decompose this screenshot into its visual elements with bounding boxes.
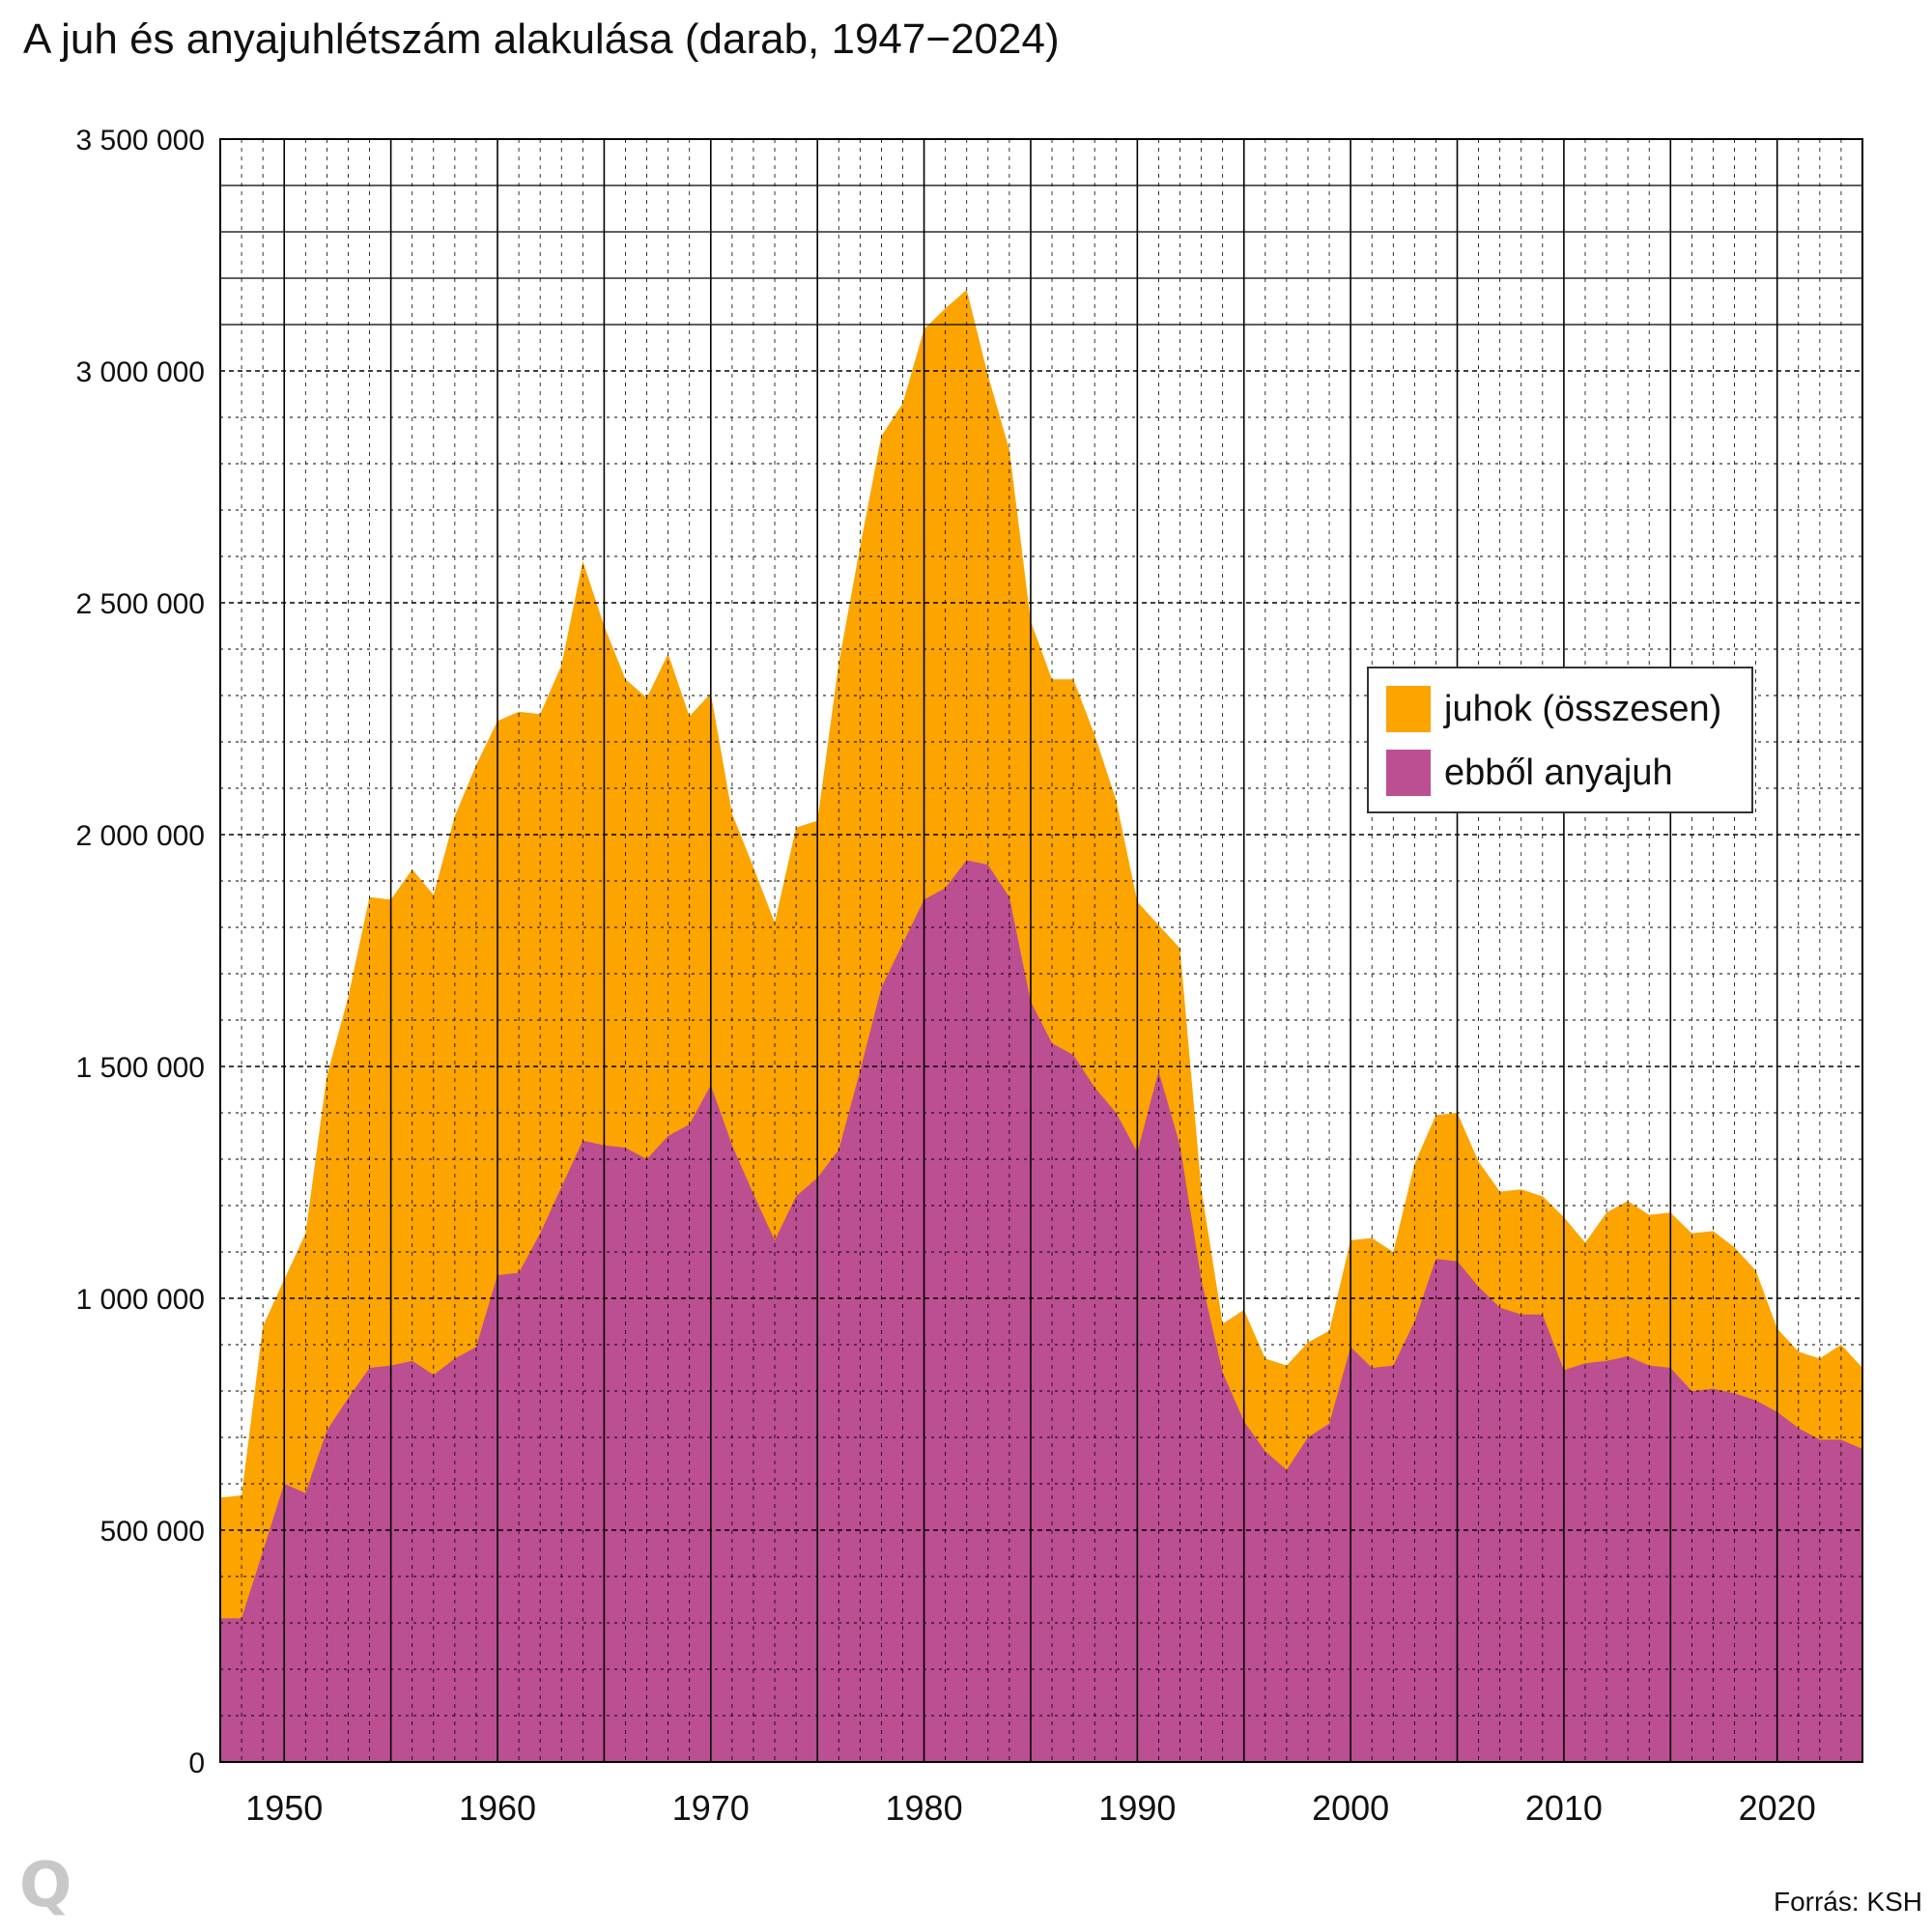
legend-swatch-total: [1386, 686, 1431, 732]
x-tick-label: 1990: [1098, 1788, 1176, 1828]
chart-title: A juh és anyajuhlétszám alakulása (darab…: [23, 15, 1060, 63]
x-tick-label: 1980: [886, 1788, 963, 1828]
y-tick-label: 2 000 000: [76, 820, 205, 852]
legend-label-ewes: ebből anyajuh: [1444, 752, 1673, 793]
x-tick-label: 2000: [1312, 1788, 1389, 1828]
x-tick-label: 1950: [245, 1788, 323, 1828]
area-ewes: [220, 860, 1862, 1762]
legend-swatch-ewes: [1386, 750, 1431, 796]
legend-label-total: juhok (összesen): [1444, 688, 1722, 729]
x-tick-label: 1960: [459, 1788, 536, 1828]
plot-frame: [219, 138, 1863, 1763]
area-layer: [220, 290, 1862, 1762]
legend-item-ewes: ebből anyajuh: [1386, 750, 1673, 796]
y-axis-labels: 0 500 000 1 000 000 1 500 000 2 000 000 2 500…: [76, 125, 205, 1779]
y-tick-label: 500 000: [100, 1516, 205, 1548]
grid-layer: [219, 138, 1863, 1763]
y-tick-label: 1 000 000: [76, 1284, 205, 1316]
x-axis-labels: 1950 1960 1970 1980 1990 2000 2010 2020: [245, 1788, 1816, 1828]
y-tick-label: 2 500 000: [76, 588, 205, 620]
legend: juhok (összesen) ebből anyajuh: [1367, 667, 1753, 813]
source-note: Forrás: KSH: [1773, 1887, 1922, 1917]
legend-item-total: juhok (összesen): [1386, 686, 1721, 732]
y-tick-label: 1 500 000: [76, 1052, 205, 1084]
x-tick-label: 1970: [672, 1788, 750, 1828]
y-tick-label: 3 500 000: [76, 125, 205, 156]
x-tick-label: 2020: [1739, 1788, 1816, 1828]
y-tick-label: 0: [188, 1747, 205, 1779]
x-tick-label: 2010: [1525, 1788, 1603, 1828]
y-tick-label: 3 000 000: [76, 356, 205, 388]
logo: Q: [19, 1850, 72, 1921]
